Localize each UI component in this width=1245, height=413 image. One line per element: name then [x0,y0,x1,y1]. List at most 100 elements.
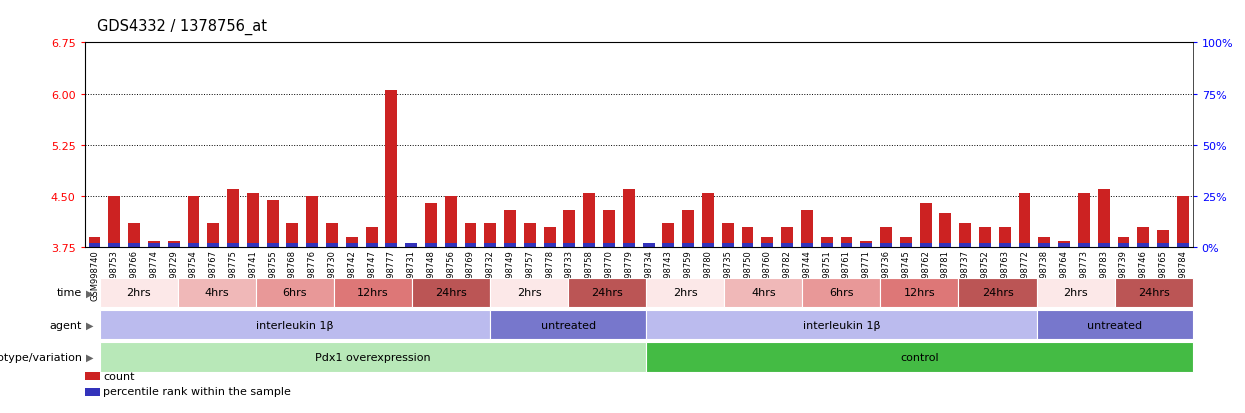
Bar [622,243,635,248]
Bar [306,243,319,248]
Bar [979,243,991,248]
Bar [326,243,337,248]
Bar [464,224,477,248]
Bar [840,237,853,248]
Text: ▶: ▶ [86,352,93,362]
Bar [1098,243,1109,248]
Bar [662,224,675,248]
Bar [564,210,575,248]
Bar [444,197,457,248]
Bar [346,237,357,248]
Bar [762,237,773,248]
Bar [860,243,873,248]
Bar [504,243,515,248]
Bar [840,243,853,248]
Text: interleukin 1β: interleukin 1β [256,320,334,330]
Bar [1038,237,1051,248]
Bar [88,243,101,248]
Text: agent: agent [50,320,82,330]
Bar [920,243,931,248]
Bar [820,237,833,248]
Bar [781,243,793,248]
Bar [662,243,675,248]
Bar [979,227,991,248]
Bar [484,224,497,248]
Bar [880,243,891,248]
Bar [208,243,219,248]
Text: untreated: untreated [1087,320,1142,330]
Bar [998,227,1011,248]
Bar [722,243,733,248]
Text: untreated: untreated [540,320,595,330]
Bar [1138,243,1149,248]
Bar [188,197,199,248]
Bar [108,243,121,248]
Bar [781,227,793,248]
Text: 24hrs: 24hrs [981,287,1013,298]
Text: ▶: ▶ [86,287,93,298]
Text: GDS4332 / 1378756_at: GDS4332 / 1378756_at [97,19,268,35]
Bar [998,243,1011,248]
Bar [900,243,911,248]
Text: 12hrs: 12hrs [904,287,935,298]
Bar [1118,243,1129,248]
Bar [920,204,931,248]
Bar [762,243,773,248]
Text: 4hrs: 4hrs [751,287,776,298]
Bar [88,237,101,248]
Text: ▶: ▶ [86,320,93,330]
Text: percentile rank within the sample: percentile rank within the sample [103,387,291,396]
Bar [820,243,833,248]
Bar [959,224,971,248]
Bar [405,243,417,248]
Bar [326,224,337,248]
Text: interleukin 1β: interleukin 1β [803,320,880,330]
Text: 24hrs: 24hrs [435,287,467,298]
Bar [266,243,279,248]
Text: count: count [103,371,134,381]
Text: 2hrs: 2hrs [517,287,542,298]
Bar [168,241,179,248]
Bar [286,224,299,248]
Bar [801,243,813,248]
Bar [148,241,159,248]
Text: time: time [57,287,82,298]
Bar [1177,197,1189,248]
Text: 6hrs: 6hrs [283,287,308,298]
Bar [702,193,713,248]
Bar [425,204,437,248]
Bar [1157,243,1169,248]
Bar [622,190,635,248]
Bar [1098,190,1109,248]
Bar [603,210,615,248]
Bar [366,243,377,248]
Bar [1018,193,1031,248]
Bar [959,243,971,248]
Bar [128,243,139,248]
Bar [900,237,911,248]
Bar [880,227,891,248]
Bar [564,243,575,248]
Bar [266,200,279,248]
Bar [386,243,397,248]
Bar [464,243,477,248]
Bar [306,197,319,248]
Bar [742,227,753,248]
Text: 4hrs: 4hrs [204,287,229,298]
Bar [425,243,437,248]
Text: 2hrs: 2hrs [126,287,151,298]
Text: control: control [900,352,939,362]
Bar [1138,227,1149,248]
Bar [1157,231,1169,248]
Bar [108,197,121,248]
Bar [405,248,417,258]
Bar [188,243,199,248]
Bar [544,243,555,248]
Bar [524,243,535,248]
Bar [1078,243,1089,248]
Bar [484,243,497,248]
Text: 2hrs: 2hrs [672,287,697,298]
Bar [583,193,595,248]
Bar [346,243,357,248]
Bar [386,91,397,248]
